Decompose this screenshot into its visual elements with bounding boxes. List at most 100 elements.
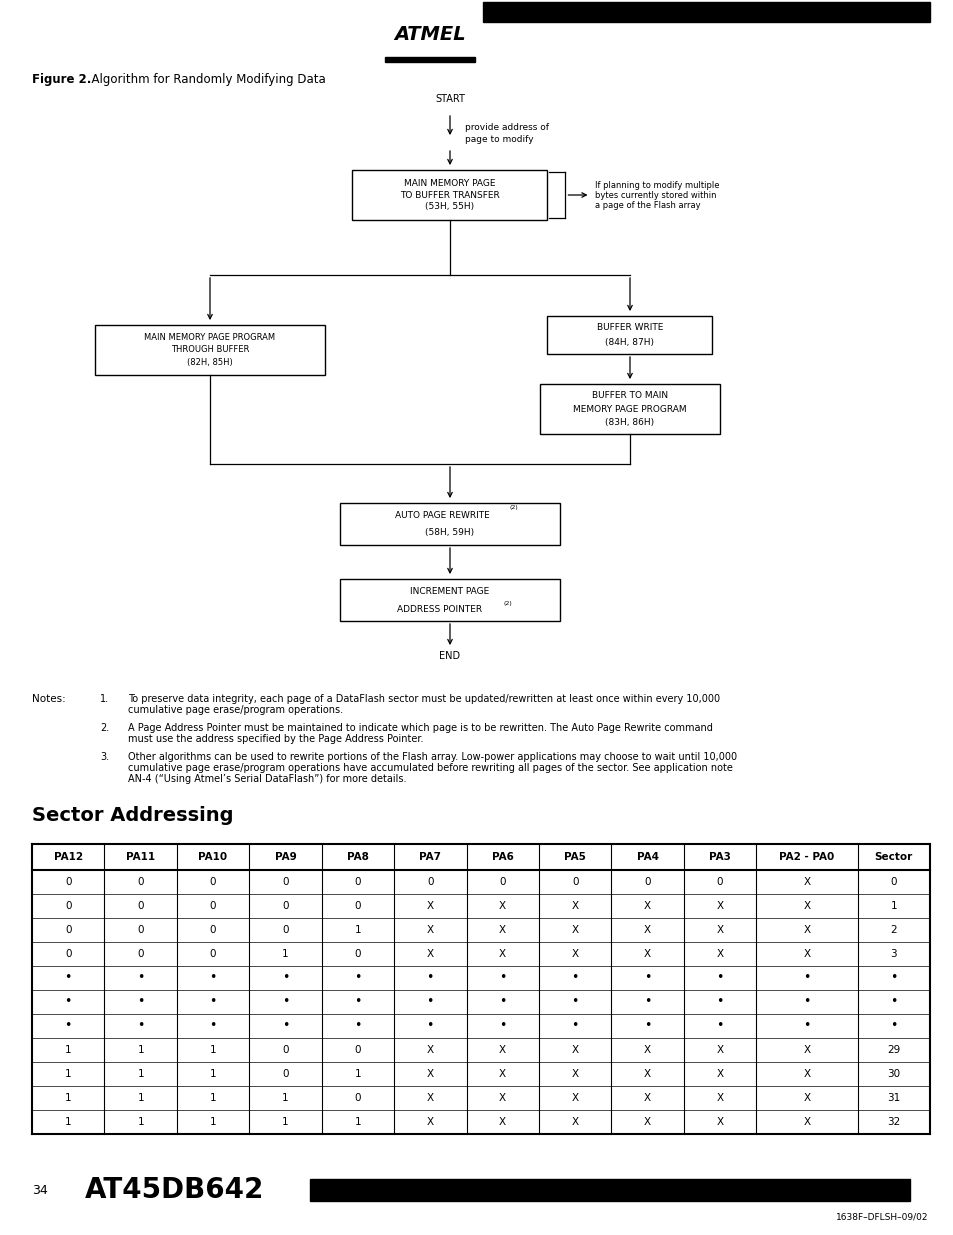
Text: 32: 32	[886, 1116, 900, 1128]
Text: X: X	[802, 1045, 810, 1055]
Text: X: X	[716, 1045, 722, 1055]
Text: •: •	[65, 972, 71, 984]
Text: •: •	[716, 972, 723, 984]
Text: INCREMENT PAGE: INCREMENT PAGE	[410, 587, 489, 595]
Text: 0: 0	[137, 877, 144, 887]
Text: (53H, 55H): (53H, 55H)	[425, 203, 474, 211]
Text: X: X	[716, 1070, 722, 1079]
Text: X: X	[643, 1070, 651, 1079]
Text: PA9: PA9	[274, 852, 296, 862]
Text: 29: 29	[886, 1045, 900, 1055]
Text: •: •	[802, 972, 810, 984]
Text: •: •	[426, 1020, 434, 1032]
Text: •: •	[426, 995, 434, 1009]
Text: 1: 1	[282, 1116, 289, 1128]
Bar	[339, 579, 559, 621]
Text: 0: 0	[282, 925, 289, 935]
Text: 1: 1	[355, 1070, 361, 1079]
Text: •: •	[354, 972, 361, 984]
Text: If planning to modify multiple: If planning to modify multiple	[595, 180, 720, 189]
Text: BUFFER TO MAIN: BUFFER TO MAIN	[591, 391, 667, 400]
Text: X: X	[802, 902, 810, 911]
Text: 1: 1	[282, 1093, 289, 1103]
Text: X: X	[498, 1093, 506, 1103]
Text: 1: 1	[65, 1045, 71, 1055]
Text: PA8: PA8	[347, 852, 369, 862]
Text: X: X	[802, 948, 810, 960]
Text: PA7: PA7	[419, 852, 441, 862]
Text: a page of the Flash array: a page of the Flash array	[595, 200, 700, 210]
Text: must use the address specified by the Page Address Pointer.: must use the address specified by the Pa…	[128, 734, 423, 743]
Text: 0: 0	[355, 1045, 361, 1055]
Text: BUFFER WRITE: BUFFER WRITE	[597, 322, 662, 331]
Text: •: •	[571, 972, 578, 984]
Text: 0: 0	[65, 948, 71, 960]
Text: 1: 1	[210, 1093, 216, 1103]
Text: 34: 34	[32, 1183, 48, 1197]
Text: •: •	[716, 995, 723, 1009]
Text: 1: 1	[355, 1116, 361, 1128]
Text: 0: 0	[210, 877, 216, 887]
Text: 0: 0	[282, 877, 289, 887]
Text: 0: 0	[571, 877, 578, 887]
Text: X: X	[716, 1116, 722, 1128]
Text: X: X	[802, 925, 810, 935]
Text: provide address of: provide address of	[464, 124, 548, 132]
Text: X: X	[802, 1116, 810, 1128]
Text: •: •	[889, 1020, 897, 1032]
Text: 0: 0	[643, 877, 650, 887]
Text: •: •	[354, 1020, 361, 1032]
Text: X: X	[426, 1045, 434, 1055]
Text: 1638F–DFLSH–09/02: 1638F–DFLSH–09/02	[835, 1213, 927, 1221]
Text: •: •	[281, 995, 289, 1009]
Text: Notes:: Notes:	[32, 694, 66, 704]
Text: cumulative page erase/program operations have accumulated before rewriting all p: cumulative page erase/program operations…	[128, 763, 732, 773]
Text: •: •	[426, 972, 434, 984]
Bar	[95, 325, 325, 375]
Text: X: X	[498, 1116, 506, 1128]
Text: 0: 0	[65, 877, 71, 887]
Text: •: •	[137, 995, 144, 1009]
Text: X: X	[571, 1116, 578, 1128]
Text: 2.: 2.	[100, 722, 110, 734]
Text: 1: 1	[65, 1116, 71, 1128]
Text: To preserve data integrity, each page of a DataFlash sector must be updated/rewr: To preserve data integrity, each page of…	[128, 694, 720, 704]
Text: •: •	[281, 972, 289, 984]
Text: •: •	[643, 995, 651, 1009]
Text: X: X	[498, 925, 506, 935]
Text: 0: 0	[355, 902, 361, 911]
Text: 30: 30	[886, 1070, 900, 1079]
Text: X: X	[571, 925, 578, 935]
Text: X: X	[426, 1093, 434, 1103]
Text: X: X	[643, 948, 651, 960]
Text: AT45DB642: AT45DB642	[85, 1176, 264, 1204]
Text: X: X	[802, 1093, 810, 1103]
Text: X: X	[498, 902, 506, 911]
Text: TO BUFFER TRANSFER: TO BUFFER TRANSFER	[399, 190, 499, 200]
Text: ADDRESS POINTER: ADDRESS POINTER	[397, 604, 482, 614]
Text: A Page Address Pointer must be maintained to indicate which page is to be rewrit: A Page Address Pointer must be maintaine…	[128, 722, 712, 734]
Text: •: •	[65, 995, 71, 1009]
Text: 0: 0	[282, 902, 289, 911]
Text: 1: 1	[889, 902, 896, 911]
Text: (58H, 59H): (58H, 59H)	[425, 529, 474, 537]
Text: 0: 0	[65, 925, 71, 935]
Text: •: •	[802, 995, 810, 1009]
Text: PA6: PA6	[492, 852, 513, 862]
Text: •: •	[571, 995, 578, 1009]
Text: 0: 0	[282, 1070, 289, 1079]
Text: X: X	[426, 1070, 434, 1079]
Text: 1: 1	[210, 1045, 216, 1055]
Text: Sector: Sector	[874, 852, 912, 862]
Text: X: X	[426, 1116, 434, 1128]
Text: 1: 1	[137, 1116, 144, 1128]
Bar	[539, 384, 720, 433]
Text: cumulative page erase/program operations.: cumulative page erase/program operations…	[128, 705, 343, 715]
Text: 3.: 3.	[100, 752, 109, 762]
Text: 0: 0	[355, 877, 361, 887]
Text: 1: 1	[210, 1116, 216, 1128]
Text: •: •	[716, 1020, 723, 1032]
Text: 0: 0	[355, 948, 361, 960]
Text: Other algorithms can be used to rewrite portions of the Flash array. Low-power a: Other algorithms can be used to rewrite …	[128, 752, 737, 762]
Text: X: X	[643, 902, 651, 911]
